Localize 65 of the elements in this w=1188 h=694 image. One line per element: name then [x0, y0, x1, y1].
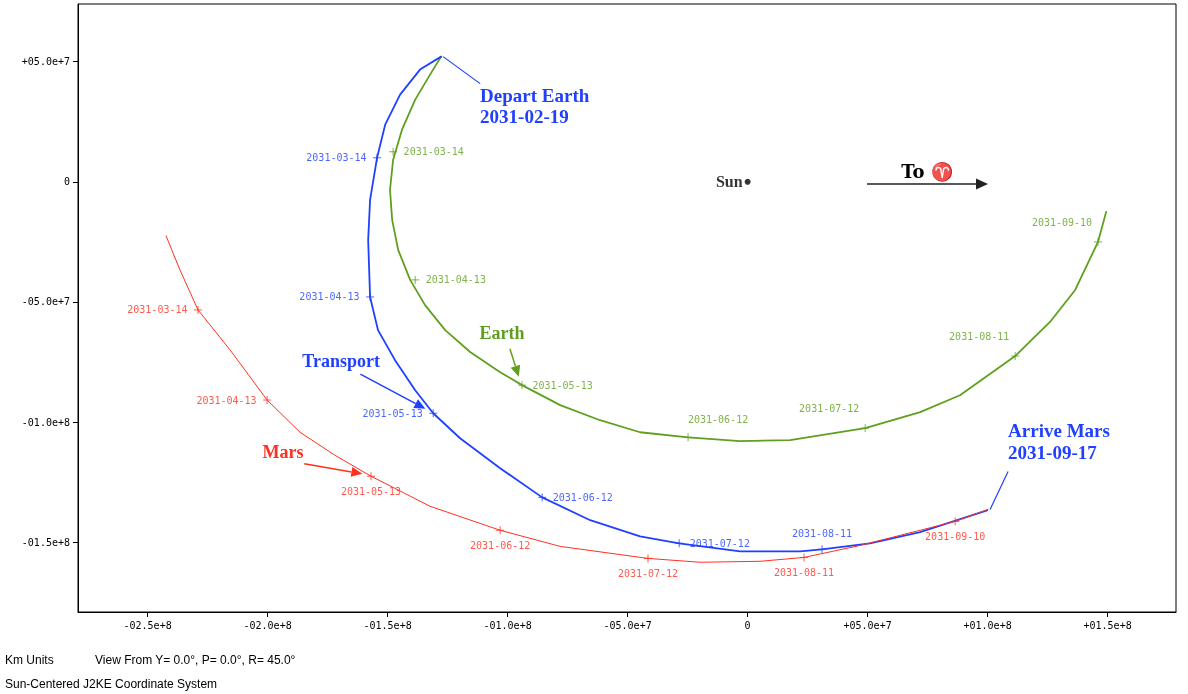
data-label: 2031-08-11: [791, 528, 853, 540]
data-label: 2031-07-12: [799, 403, 860, 415]
text: Sun-Centered J2KE Coordinate System: [5, 677, 218, 691]
data-label: 2031-04-13: [425, 274, 486, 286]
point: [744, 178, 751, 185]
point: [410, 275, 420, 285]
y-tick-label: +05.0e+7: [21, 56, 70, 68]
x-tick-label: -02.5e+8: [123, 619, 172, 631]
point: [495, 525, 505, 535]
data-label: 2031-05-13: [362, 407, 423, 419]
point: [860, 423, 870, 433]
data-label: 2031-08-11: [773, 567, 835, 579]
annotation: Arrive Mars 2031-09-17: [1008, 420, 1110, 464]
point: [674, 538, 684, 548]
point: [643, 553, 653, 563]
point: [428, 408, 438, 418]
data-label: 2031-03-14: [127, 304, 188, 316]
point: [683, 432, 693, 442]
data-label: 2031-08-11: [949, 331, 1010, 343]
y-tick-label: 0: [63, 176, 70, 188]
data-label: 2031-03-14: [306, 152, 367, 164]
series-label: Earth: [479, 323, 525, 344]
data-label: 2031-06-12: [470, 540, 531, 552]
point: [262, 395, 272, 405]
series-label: Sun: [715, 173, 743, 191]
text: View From Y= 0.0°, P= 0.0°, R= 45.0°: [95, 653, 296, 667]
point: [950, 516, 960, 526]
x-tick-label: +01.5e+8: [1083, 619, 1132, 631]
text: Km Units: [5, 653, 54, 667]
point: [388, 147, 398, 157]
data-label: 2031-03-14: [403, 146, 464, 158]
data-label: 2031-06-12: [687, 414, 749, 426]
x-tick-label: +01.0e+8: [963, 619, 1012, 631]
x-tick-label: -01.5e+8: [363, 619, 412, 631]
y-tick-label: -01.0e+8: [21, 416, 70, 428]
point: [1010, 351, 1020, 361]
point: [799, 552, 809, 562]
x-tick-label: -05.0e+7: [603, 619, 652, 631]
point: [817, 544, 827, 554]
data-label: 2031-09-10: [925, 531, 986, 543]
data-label: 2031-07-12: [689, 537, 750, 549]
y-tick-label: -05.0e+7: [21, 296, 70, 308]
point: [537, 492, 547, 502]
x-tick-label: 0: [744, 619, 751, 631]
point: [366, 471, 376, 481]
y-tick-label: -01.5e+8: [21, 536, 70, 548]
point: [517, 380, 527, 390]
data-label: 2031-05-13: [532, 379, 593, 391]
series-label: Mars: [262, 442, 304, 463]
point: [193, 305, 203, 315]
data-label: 2031-04-13: [196, 394, 257, 406]
point: [1093, 237, 1103, 247]
x-tick-label: +05.0e+7: [843, 619, 892, 631]
x-tick-label: -01.0e+8: [483, 619, 532, 631]
annotation: To ♈: [901, 161, 953, 182]
data-label: 2031-07-12: [617, 568, 679, 580]
x-tick-label: -02.0e+8: [243, 619, 292, 631]
point: [365, 292, 375, 302]
data-label: 2031-06-12: [552, 491, 613, 503]
data-label: 2031-04-13: [299, 291, 360, 303]
point: [372, 153, 382, 163]
series-label: Transport: [302, 351, 381, 372]
annotation: Depart Earth 2031-02-19: [480, 84, 590, 128]
data-label: 2031-09-10: [1031, 216, 1093, 228]
data-label: 2031-05-13: [340, 486, 402, 498]
